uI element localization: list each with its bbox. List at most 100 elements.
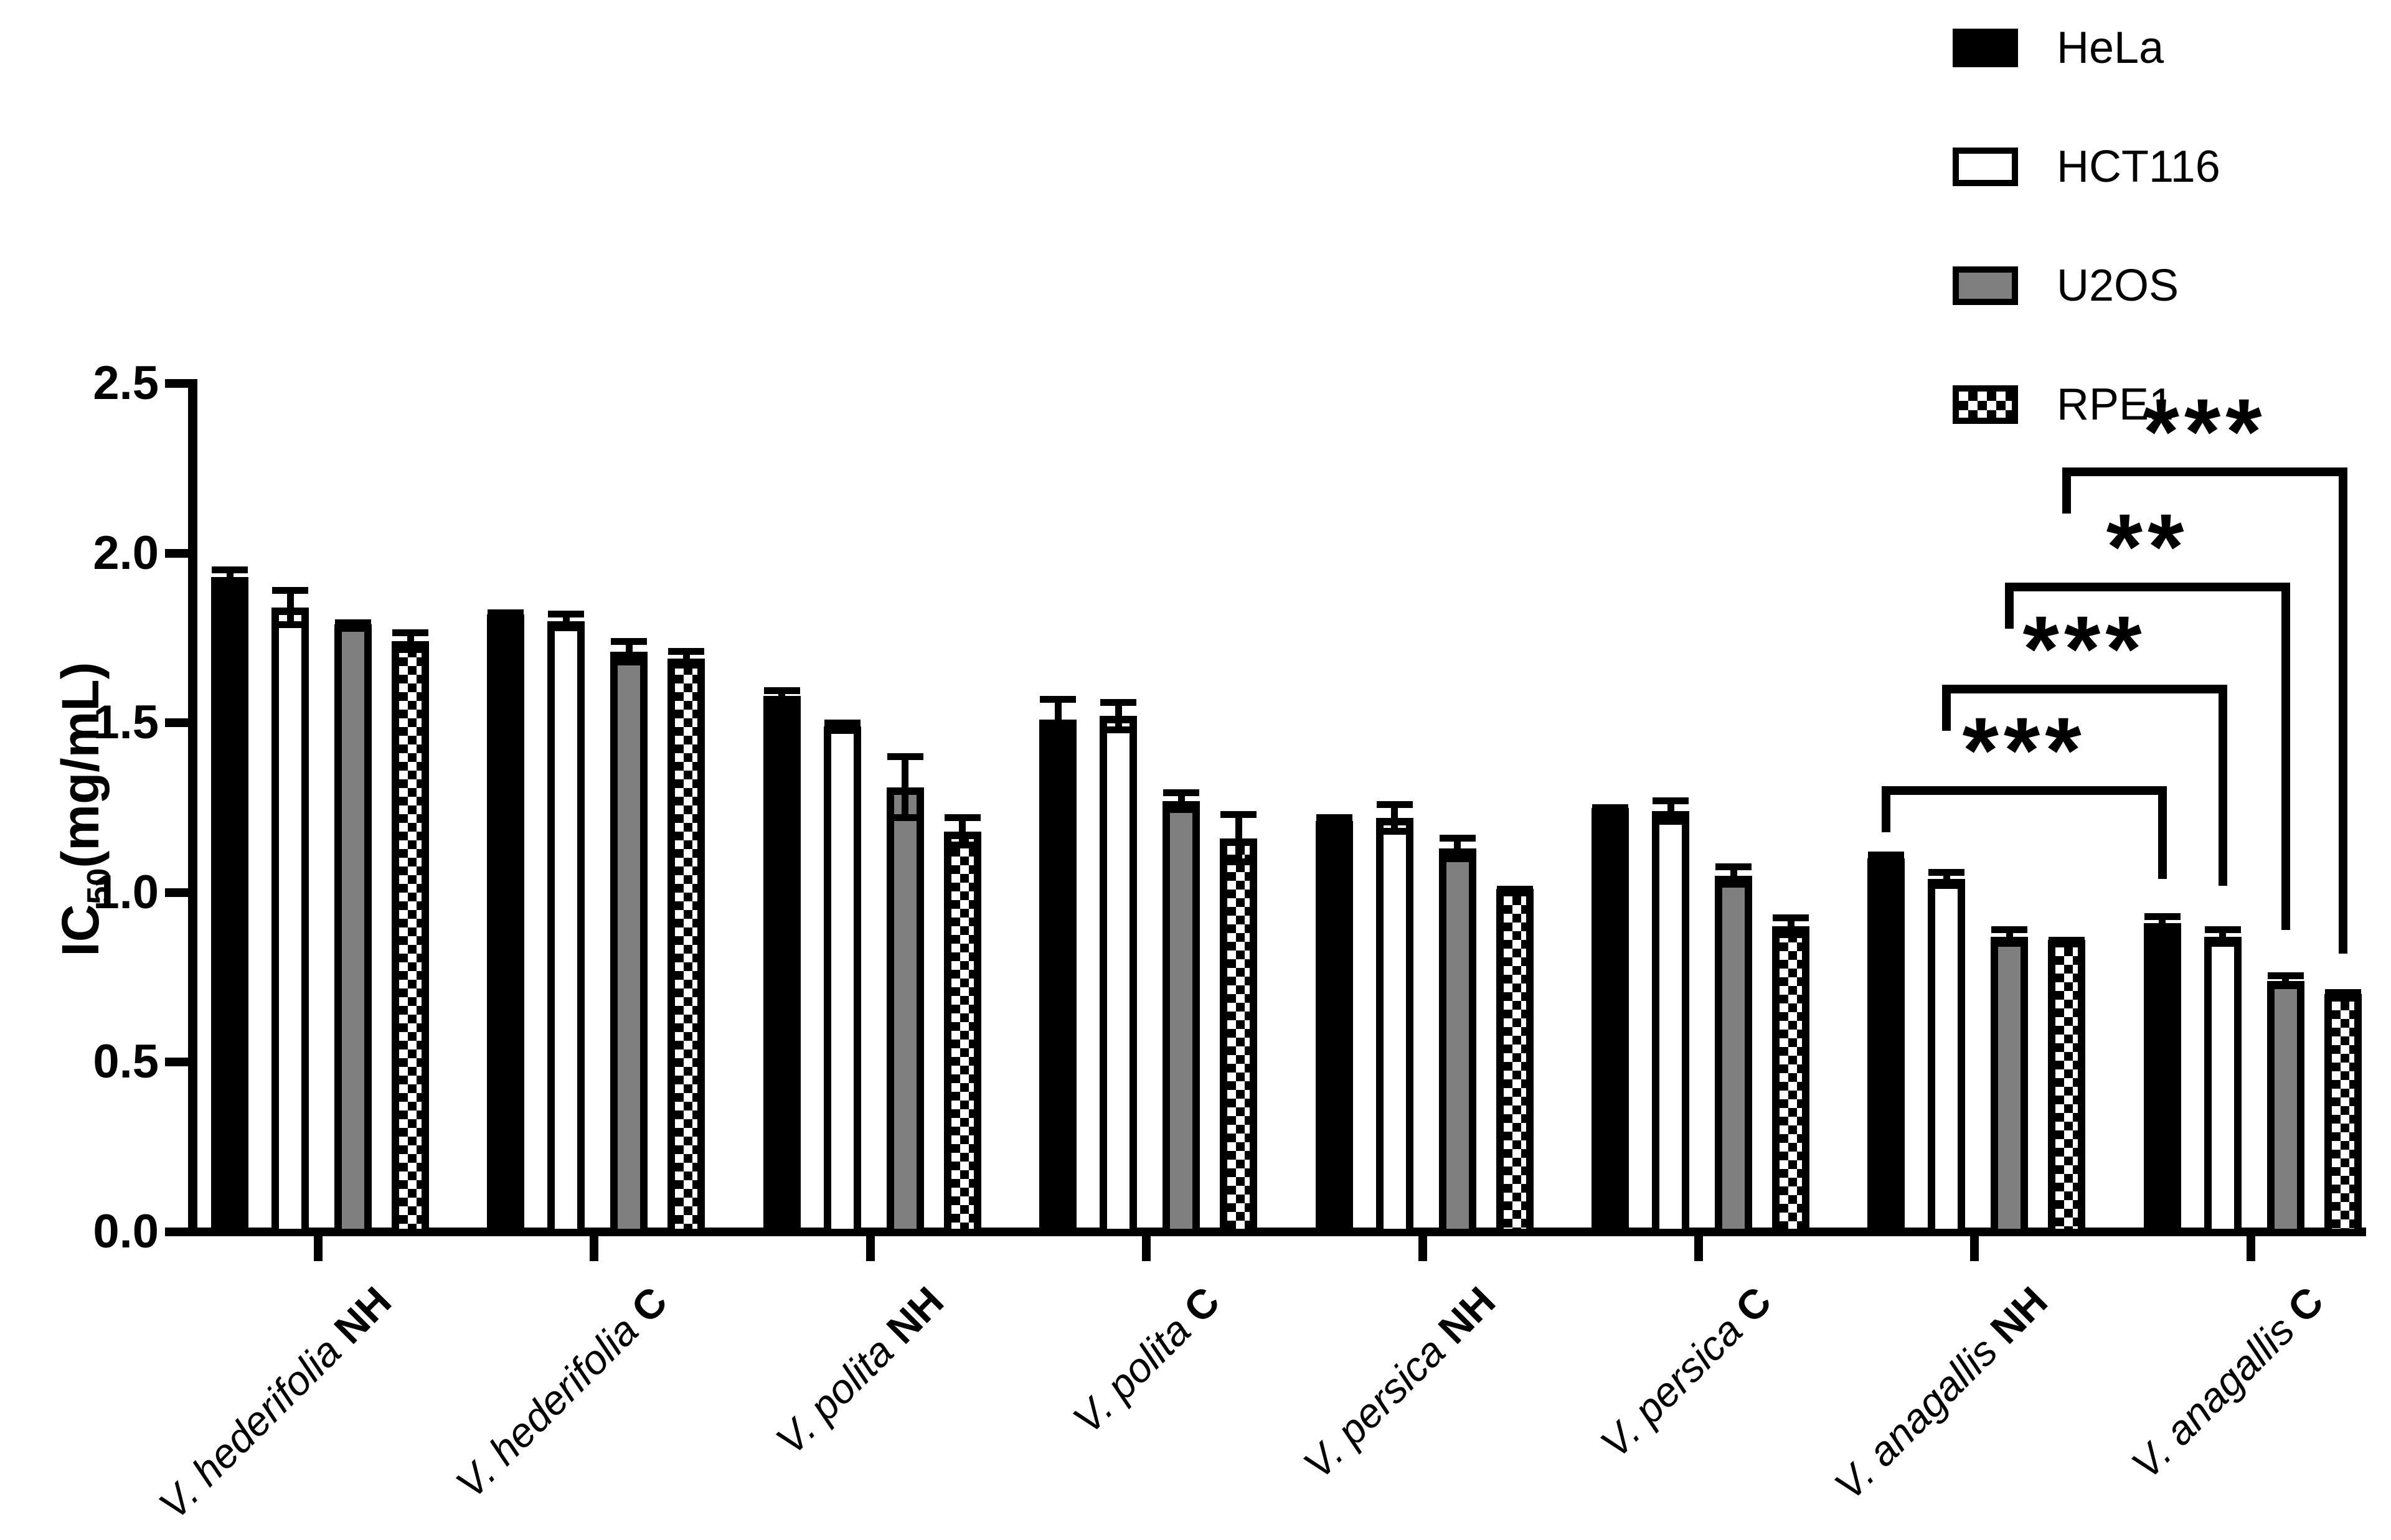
bar-RPE1-group6 (1772, 926, 1809, 1236)
error-bar-stem (959, 814, 966, 848)
error-bar-cap-bottom (611, 658, 648, 665)
legend-label: U2OS (2057, 261, 2179, 311)
significance-asterisks: *** (1962, 698, 2087, 803)
x-category-label-V--persica-C: V. persica C (1591, 1277, 1780, 1467)
y-tick-label-1.0: 1.0 (93, 865, 159, 919)
error-bar-cap-top (1040, 695, 1077, 703)
error-bar-cap-bottom (2049, 936, 2085, 944)
bar-HCT116-group2 (547, 621, 585, 1236)
x-category-label-V--persica-NH: V. persica NH (1294, 1277, 1504, 1488)
bar-U2OS-group2 (610, 651, 648, 1236)
error-bar-stem (682, 648, 690, 669)
x-category-label-V--polita-C: V. polita C (1063, 1277, 1229, 1443)
error-bar-cap-bottom (944, 841, 981, 848)
error-bar-cap-top (1163, 789, 1200, 796)
legend-label: RPE1 (2057, 380, 2174, 430)
error-bar-cap-top (1653, 797, 1689, 805)
significance-asterisks: *** (2143, 378, 2267, 484)
significance-bracket-left-leg (2005, 591, 2014, 629)
error-bar-cap-bottom (335, 622, 371, 630)
error-bar-stem (286, 587, 294, 628)
bar-HCT116-group4 (1100, 716, 1138, 1236)
bar-HCT116-group6 (1652, 810, 1689, 1236)
x-label-species: V. polita (1063, 1307, 1199, 1442)
error-bar-cap-bottom (392, 646, 428, 654)
error-bar-stem (2282, 972, 2290, 990)
x-tick-group7 (1970, 1236, 1979, 1261)
x-category-label-V--anagallis-NH: V. anagallis NH (1825, 1277, 2057, 1509)
bar-HeLa-group2 (487, 614, 525, 1236)
error-bar-stem (1177, 789, 1185, 813)
x-axis-line (188, 1228, 2366, 1236)
bar-HeLa-group5 (1315, 821, 1353, 1236)
bar-U2OS-group4 (1162, 801, 1200, 1236)
legend-item-RPE1: RPE1 (1953, 382, 2220, 427)
bar-HeLa-group6 (1592, 807, 1629, 1236)
error-bar-cap-bottom (2324, 992, 2361, 1000)
error-bar-cap-top (1991, 926, 2028, 934)
error-bar-cap-top (1100, 699, 1137, 707)
error-bar-cap-bottom (1163, 805, 1200, 813)
bar-U2OS-group8 (2266, 980, 2304, 1236)
x-tick-group1 (314, 1236, 323, 1261)
significance-bracket-left-leg (1942, 693, 1951, 731)
x-label-species: V. anagallis (2123, 1307, 2304, 1488)
x-category-label-V--anagallis-C: V. anagallis C (2122, 1277, 2332, 1488)
error-bar-cap-top (611, 637, 648, 645)
error-bar-cap-top (2267, 972, 2304, 979)
error-bar-cap-bottom (824, 726, 861, 733)
error-bar-cap-top (763, 687, 800, 694)
error-bar-cap-top (1376, 801, 1413, 808)
bar-HCT116-group3 (823, 726, 861, 1236)
x-category-label-V--hederifolia-NH: V. hederifolia NH (149, 1277, 400, 1528)
bar-HCT116-group1 (271, 607, 309, 1236)
error-bar-cap-bottom (1868, 858, 1905, 866)
bar-HeLa-group3 (763, 695, 801, 1236)
x-category-label-V--hederifolia-C: V. hederifolia C (446, 1277, 676, 1507)
significance-asterisks: ** (2106, 494, 2189, 599)
error-bar-cap-bottom (2204, 940, 2241, 947)
y-tick-1.5 (165, 718, 188, 728)
y-tick-label-1.5: 1.5 (93, 696, 159, 749)
error-bar-stem (2159, 913, 2166, 934)
bar-RPE1-group4 (1220, 838, 1258, 1236)
error-bar-stem (2219, 926, 2227, 947)
error-bar-cap-bottom (1376, 828, 1413, 835)
error-bar-cap-top (887, 753, 923, 761)
error-bar-cap-bottom (548, 624, 585, 631)
error-bar-cap-top (668, 648, 705, 655)
legend-label: HeLa (2057, 23, 2164, 73)
error-bar-cap-bottom (1991, 940, 2028, 947)
significance-bracket-right-leg (2158, 795, 2167, 879)
significance-bracket-line (1882, 786, 2167, 796)
error-bar-cap-top (1715, 863, 1752, 871)
legend-swatch-U2OS (1953, 266, 2018, 305)
x-label-species: V. polita (766, 1328, 902, 1463)
bar-HeLa-group1 (211, 576, 248, 1236)
error-bar-cap-top (1220, 810, 1257, 818)
y-tick-label-0.5: 0.5 (93, 1035, 159, 1089)
error-bar-cap-bottom (763, 697, 800, 705)
bar-U2OS-group1 (334, 624, 372, 1236)
error-bar-cap-bottom (887, 814, 923, 822)
significance-bracket-line (1942, 684, 2227, 693)
significance-bracket-right-leg (2218, 693, 2227, 886)
error-bar-cap-top (824, 719, 861, 726)
y-tick-label-2.0: 2.0 (93, 526, 159, 580)
bar-RPE1-group3 (943, 831, 981, 1236)
error-bar-cap-top (1316, 814, 1352, 822)
y-tick-0.5 (165, 1058, 188, 1067)
error-bar-stem (1115, 699, 1122, 733)
error-bar-stem (778, 687, 786, 705)
x-tick-group5 (1418, 1236, 1427, 1261)
y-tick-label-0.0: 0.0 (93, 1205, 159, 1258)
error-bar-stem (1054, 695, 1062, 743)
x-label-species: V. anagallis (1825, 1328, 2007, 1509)
bar-HeLa-group8 (2143, 923, 2181, 1236)
x-category-label-V--polita-NH: V. polita NH (766, 1277, 952, 1463)
significance-asterisks: *** (2022, 596, 2147, 701)
bar-HCT116-group7 (1928, 878, 1966, 1236)
y-axis-line (188, 379, 197, 1236)
error-bar-stem (1730, 863, 1737, 888)
x-label-species: V. hederifolia (149, 1328, 350, 1528)
